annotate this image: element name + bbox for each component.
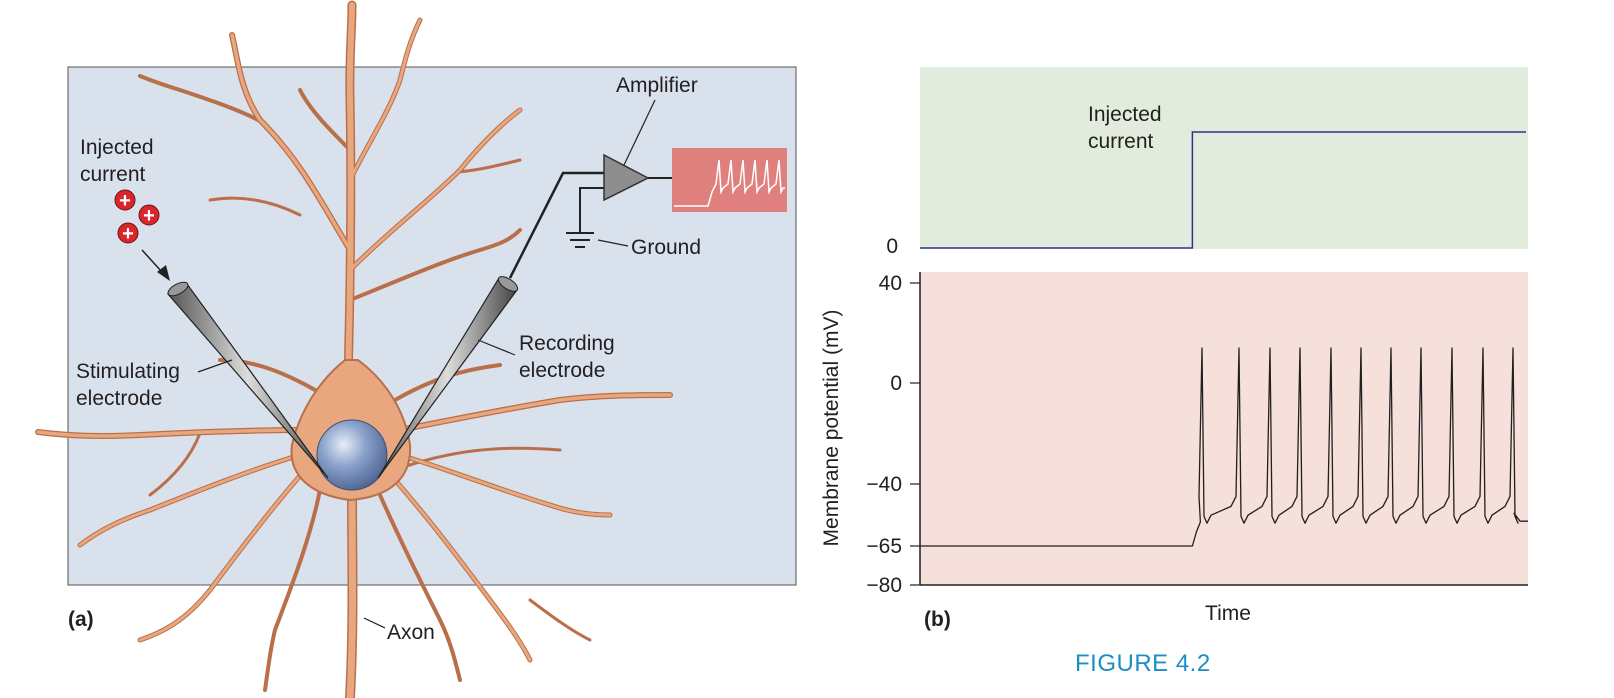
arrow-icon [157, 265, 170, 281]
voltage-x-label: Time [1205, 602, 1251, 625]
current-trace [920, 131, 1526, 249]
voltage-ticks: 40 0 −40 −65 −80 [866, 272, 920, 597]
oscilloscope-trace [674, 159, 785, 207]
voltage-tick-label: −65 [866, 535, 902, 558]
injected-charges: + + + [114, 189, 160, 245]
ground-symbol [566, 232, 594, 248]
charge-icon: + [138, 204, 160, 227]
voltage-trace [920, 347, 1528, 547]
panel-b: Injected current 0 40 0 −40 −65 −80 Membrane… [820, 67, 1528, 631]
charge-icon: + [117, 222, 139, 245]
charge-icon: + [114, 189, 136, 212]
neuron-fill [36, 2, 672, 698]
svg-text:+: + [119, 190, 131, 212]
voltage-tick-label: 0 [890, 372, 902, 395]
voltage-tick-label: −40 [866, 473, 902, 496]
current-panel-background [920, 67, 1528, 249]
svg-text:+: + [122, 223, 134, 245]
ground-label: Ground [631, 236, 701, 259]
figure-caption: FIGURE 4.2 [1075, 650, 1211, 677]
current-trace-label: Injected current [1088, 103, 1167, 153]
panel-a-label: (a) [68, 608, 94, 631]
injected-current-label: Injected current [80, 136, 159, 186]
stimulating-electrode-label: Stimulating electrode [76, 360, 186, 410]
voltage-tick-label: 40 [879, 272, 902, 295]
voltage-y-label: Membrane potential (mV) [820, 310, 843, 547]
panel-a-background [67, 66, 797, 586]
recording-electrode-label: Recording electrode [519, 332, 621, 382]
voltage-tick-label: −80 [866, 574, 902, 597]
ground-wire [579, 187, 606, 232]
amplifier-icon [603, 153, 650, 202]
amplifier-label: Amplifier [616, 74, 698, 97]
voltage-panel-background [920, 272, 1528, 585]
recording-wire [508, 171, 604, 279]
nucleus [316, 419, 388, 491]
oscilloscope-screen [672, 148, 787, 212]
panel-b-label: (b) [924, 608, 951, 631]
current-zero-label: 0 [886, 235, 898, 258]
svg-text:+: + [143, 205, 155, 227]
axon-label: Axon [387, 621, 435, 644]
panel-a: + + + Injected current Amplifier Ground … [35, 0, 797, 698]
